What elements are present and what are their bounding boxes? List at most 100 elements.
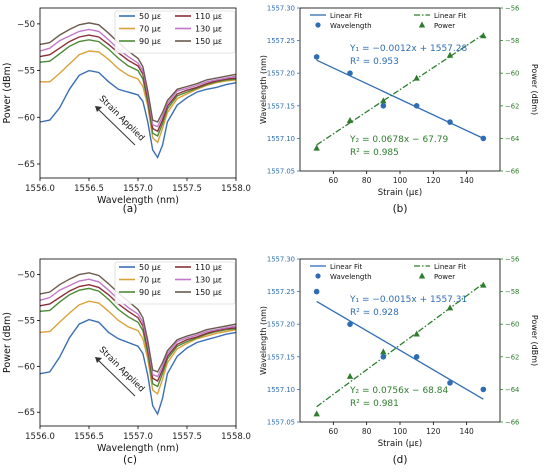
data-point-power [313,410,320,417]
panel-a: 1556.0 1556.5 1557.0 1557.5 1558.0 −65 −60 −55 −… [2,7,251,206]
legend-swatch [315,273,321,279]
fit-r2-wavelength: R² = 0.953 [350,57,399,67]
x-tick-label: 100 [393,176,408,185]
data-point-power [380,97,387,104]
x-tick-label: 1556.0 [25,184,55,194]
y-tick-label: 1557.25 [267,288,295,296]
x-tick-label: 1557.0 [123,184,153,194]
y-tick-label-right: −62 [505,102,519,110]
y-tick-label: 1557.30 [267,5,295,13]
data-point-power [480,281,487,288]
x-tick-label: 1558.0 [221,184,251,194]
series-line [39,287,237,388]
y-tick-label: 1557.25 [267,37,295,45]
data-point-power [346,372,354,379]
data-point-power [418,21,426,28]
y-tick-label-right: −56 [505,256,519,264]
data-point-wavelength [347,321,353,328]
series-line [39,28,237,128]
data-point-wavelength [480,386,487,393]
series-line [39,22,237,123]
data-point-power [480,32,487,39]
panel-label: (b) [393,203,408,215]
legend-label: 70 με [139,276,161,285]
x-tick-label: 1556.0 [25,432,55,442]
y-tick-label: 1557.05 [267,168,295,176]
fit-equation-power: Y₂ = 0.0678x − 67.79 [349,135,448,145]
annotation-text: Strain Applied [97,94,146,143]
y-tick-label: 1557.15 [267,353,295,361]
x-tick-label: 1557.5 [172,184,202,194]
series-line [39,69,237,160]
x-tick-label: 1556.5 [74,432,104,442]
annotation-arrow [98,109,136,146]
panel-b: 60 80 100 120 140 1557.05 1557.10 1557.15 1557.2… [259,5,539,199]
legend-label: 90 με [139,37,161,46]
x-tick-label: 140 [460,427,475,436]
y-axis-label: Power (dBm) [2,63,13,124]
data-point-power [413,74,420,81]
data-point-wavelength [347,70,353,76]
data-point-power [346,116,354,123]
data-point-power [446,51,454,58]
data-point-wavelength [413,103,420,109]
data-point-power [413,330,420,337]
legend-label: Linear Fit [434,12,466,20]
y-tick-label: 1557.20 [267,321,295,329]
x-axis-label: Strain (με) [378,188,423,198]
legend-label: 90 με [139,288,161,297]
x-tick-label: 100 [393,427,408,436]
y-tick-label-right: −60 [505,321,519,329]
annotation-arrowhead [95,106,102,112]
fit-line-power [316,33,484,146]
series-line [39,283,237,382]
y-tick-label: −50 [17,20,35,30]
y-tick-label: 1557.20 [267,70,295,78]
x-tick-label: 1558.0 [221,432,251,442]
series-line [39,34,237,133]
fit-r2-power: R² = 0.981 [350,399,399,409]
x-tick-label: 1557.5 [172,432,202,442]
fit-r2-wavelength: R² = 0.928 [350,308,399,318]
series-line [39,272,237,373]
x-axis-label: Wavelength (nm) [97,195,179,206]
x-tick-label: 80 [362,176,372,185]
x-tick-label: 60 [329,176,339,185]
legend-label: Linear Fit [330,12,362,20]
data-point-power [446,304,454,311]
y-tick-label: 1557.05 [267,419,295,427]
y-tick-label: −60 [17,113,35,123]
legend-label: 150 με [195,288,222,297]
x-tick-label: 1556.5 [74,184,104,194]
y-tick-label: −65 [17,408,35,418]
legend-label: Power [434,273,455,281]
fit-equation-wavelength: Y₁ = −0.0015x + 1557.31 [349,295,467,305]
data-point-power [418,272,426,279]
legend-swatch [315,22,321,28]
y-axis-label: Power (dBm) [2,312,13,373]
series-line [40,50,237,144]
y-tick-label-right: −62 [505,353,519,361]
data-point-wavelength [447,119,453,125]
data-point-power [380,348,387,355]
y-tick-label-right: −60 [505,70,519,78]
fit-equation-wavelength: Y₁ = −0.0012x + 1557.28 [349,44,467,54]
y-axis-label-right: Power (dBm) [530,64,539,115]
legend-label: Wavelength [330,273,372,281]
y-tick-label-right: −58 [505,288,519,296]
annotation-text: Strain Applied [97,345,146,394]
series-line [39,318,237,416]
legend-label: Power [434,22,455,30]
y-axis-label: Wavelength (nm) [259,55,268,124]
y-tick-label-right: −64 [505,135,519,143]
data-point-wavelength [380,354,387,360]
data-point-wavelength [447,380,453,386]
panel-label: (c) [123,454,137,466]
y-tick-label: 1557.10 [267,135,295,143]
data-point-wavelength [480,135,487,142]
fit-line-wavelength [316,300,484,400]
legend-box [114,261,236,305]
legend-label: 130 με [195,276,222,285]
legend-label: Wavelength [330,22,372,30]
